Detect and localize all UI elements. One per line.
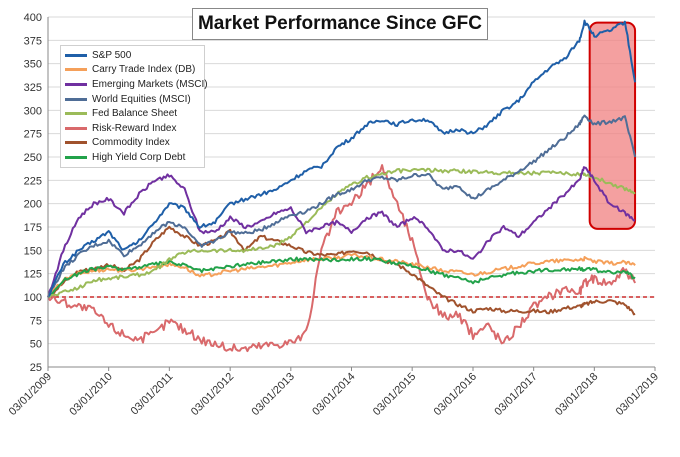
legend-swatch xyxy=(65,82,87,86)
y-tick-label: 325 xyxy=(24,82,42,94)
legend-label: Commodity Index xyxy=(92,137,170,149)
legend-label: S&P 500 xyxy=(92,49,132,61)
legend-label: Fed Balance Sheet xyxy=(92,108,178,120)
y-tick-label: 400 xyxy=(24,12,42,24)
highlight-box xyxy=(588,21,637,230)
legend-item: Emerging Markets (MSCI) xyxy=(65,77,208,92)
y-tick-label: 350 xyxy=(24,59,42,71)
series-line-2 xyxy=(47,166,636,298)
series-lines xyxy=(47,19,637,353)
legend-item: Commodity Index xyxy=(65,136,200,151)
legend-swatch xyxy=(65,126,87,130)
axes xyxy=(47,17,655,368)
x-tick-label: 03/01/2018 xyxy=(553,371,600,418)
x-tick-label: 03/01/2013 xyxy=(250,371,297,418)
legend-item: Carry Trade Index (DB) xyxy=(65,63,200,78)
legend-swatch xyxy=(65,112,87,116)
series-line-7 xyxy=(47,255,636,298)
y-tick-label: 150 xyxy=(24,245,42,257)
legend-item: High Yield Corp Debt xyxy=(65,150,200,165)
x-tick-label: 03/01/2009 xyxy=(7,371,54,418)
y-tick-label: 75 xyxy=(30,315,42,327)
legend-label: Carry Trade Index (DB) xyxy=(92,64,196,76)
legend-label: World Equities (MSCI) xyxy=(92,93,191,105)
series-line-0 xyxy=(47,19,637,298)
legend-swatch xyxy=(65,68,87,72)
series-line-4 xyxy=(47,167,636,298)
legend-swatch xyxy=(65,53,87,57)
x-tick-label: 03/01/2017 xyxy=(492,371,539,418)
x-tick-label: 03/01/2012 xyxy=(189,371,236,418)
series-line-3 xyxy=(47,114,637,298)
legend-swatch xyxy=(65,97,87,101)
legend-label: Emerging Markets (MSCI) xyxy=(92,78,208,90)
x-axis-ticks: 03/01/2009 03/01/2010 03/01/2011 03/01/2012… xyxy=(7,367,661,418)
chart-legend: S&P 500 Carry Trade Index (DB) Emerging Ma… xyxy=(60,45,208,168)
y-tick-label: 225 xyxy=(24,175,42,187)
y-tick-label: 175 xyxy=(24,222,42,234)
legend-item: Fed Balance Sheet xyxy=(65,106,200,121)
legend-swatch xyxy=(65,141,87,145)
y-tick-label: 375 xyxy=(24,35,42,47)
legend-swatch xyxy=(65,155,87,159)
series-line-1 xyxy=(47,252,636,298)
legend-item: S&P 500 xyxy=(65,48,200,63)
chart-title: Market Performance Since GFC xyxy=(192,8,488,40)
legend-label: High Yield Corp Debt xyxy=(92,151,186,163)
legend-item: Risk-Reward Index xyxy=(65,121,200,136)
x-tick-label: 03/01/2010 xyxy=(67,371,114,418)
series-line-6 xyxy=(47,225,636,316)
legend-label: Risk-Reward Index xyxy=(92,122,177,134)
y-tick-label: 100 xyxy=(24,292,42,304)
x-tick-label: 03/01/2014 xyxy=(310,371,357,418)
x-tick-label: 03/01/2011 xyxy=(129,371,176,418)
x-tick-label: 03/01/2019 xyxy=(614,371,661,418)
x-tick-label: 03/01/2015 xyxy=(371,371,418,418)
y-tick-label: 125 xyxy=(24,269,42,281)
x-tick-label: 03/01/2016 xyxy=(432,371,479,418)
legend-item: World Equities (MSCI) xyxy=(65,92,200,107)
highlight-region xyxy=(588,21,637,230)
y-tick-label: 25 xyxy=(30,362,42,374)
y-axis-ticks: 25 50 75 100 125 150 175 200 225 250 275 300 325 350 3… xyxy=(24,12,42,374)
series-line-5 xyxy=(47,164,637,353)
y-tick-label: 50 xyxy=(30,339,42,351)
y-tick-label: 250 xyxy=(24,152,42,164)
y-tick-label: 300 xyxy=(24,105,42,117)
y-tick-label: 275 xyxy=(24,129,42,141)
y-tick-label: 200 xyxy=(24,199,42,211)
